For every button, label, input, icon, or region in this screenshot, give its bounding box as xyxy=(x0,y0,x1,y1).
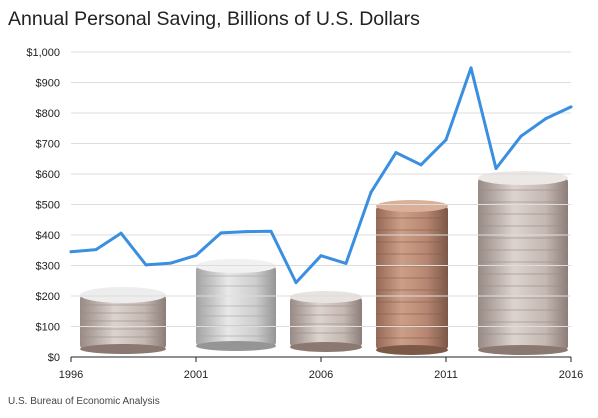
y-tick-label: $800 xyxy=(36,108,60,120)
coin-stack-2 xyxy=(196,259,276,351)
data-point xyxy=(569,105,573,109)
data-point xyxy=(94,248,98,252)
data-point xyxy=(269,229,273,233)
y-tick-label: $900 xyxy=(36,78,60,90)
y-tick-label: $500 xyxy=(36,200,60,212)
y-tick-label: $200 xyxy=(36,291,60,303)
data-point xyxy=(294,281,298,285)
data-point xyxy=(244,230,248,234)
data-point xyxy=(519,134,523,138)
data-point xyxy=(119,231,123,235)
data-point xyxy=(144,263,148,267)
x-tick-label: 1996 xyxy=(59,369,83,381)
data-point xyxy=(494,167,498,171)
x-tick-label: 2006 xyxy=(309,369,333,381)
y-tick-label: $400 xyxy=(36,230,60,242)
x-tick-label: 2016 xyxy=(559,369,583,381)
data-point xyxy=(344,261,348,265)
data-point xyxy=(444,138,448,142)
y-tick-label: $600 xyxy=(36,169,60,181)
source-note: U.S. Bureau of Economic Analysis xyxy=(8,396,160,407)
y-tick-label: $700 xyxy=(36,139,60,151)
y-tick-label: $100 xyxy=(36,322,60,334)
data-point xyxy=(419,163,423,167)
chart-title: Annual Personal Saving, Billions of U.S.… xyxy=(8,8,420,30)
data-point xyxy=(369,190,373,194)
coin-stack-4 xyxy=(376,200,448,355)
y-tick-label: $300 xyxy=(36,261,60,273)
x-tick-label: 2001 xyxy=(184,369,208,381)
data-point xyxy=(469,66,473,70)
coin-stack-5 xyxy=(478,171,568,355)
y-tick-label: $1,000 xyxy=(26,47,60,59)
coin-stack-1 xyxy=(80,287,166,354)
data-point xyxy=(69,250,73,254)
data-point xyxy=(394,151,398,155)
data-point xyxy=(219,231,223,235)
coin-stack-3 xyxy=(290,291,362,352)
data-point xyxy=(169,261,173,265)
x-tick-label: 2011 xyxy=(434,369,458,381)
data-point xyxy=(194,253,198,257)
data-point xyxy=(544,116,548,120)
y-tick-label: $0 xyxy=(48,352,60,364)
data-point xyxy=(319,254,323,258)
